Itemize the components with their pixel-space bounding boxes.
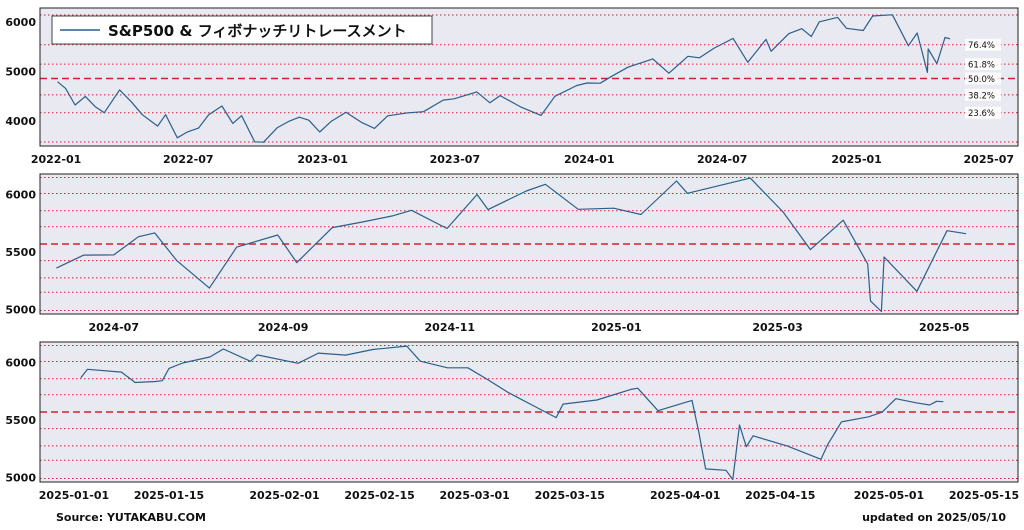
x-tick-label-1: 2022-07	[163, 153, 214, 166]
y-tick-label-2: 6000	[5, 189, 36, 202]
x-tick-label-4: 2025-03	[752, 321, 803, 334]
x-tick-label-5: 2025-05	[919, 321, 970, 334]
y-tick-label-2: 6000	[5, 357, 36, 370]
x-tick-label-7: 2025-04-15	[745, 489, 815, 502]
plot-frame	[39, 173, 1019, 315]
x-tick-label-2: 2023-01	[297, 153, 348, 166]
plot-frame	[39, 7, 1019, 147]
series-line-0	[56, 177, 967, 313]
source-label: Source: YUTAKABU.COM	[56, 511, 206, 524]
fib-label-bg-2	[965, 88, 1001, 101]
series-line-0	[57, 14, 951, 143]
y-tick-label-1: 5000	[5, 66, 36, 79]
x-tick-label-5: 2024-07	[697, 153, 748, 166]
x-tick-label-4: 2025-03-01	[439, 489, 509, 502]
fib-label-bg-4	[965, 58, 1001, 71]
x-tick-label-7: 2025-07	[964, 153, 1015, 166]
y-tick-label-0: 5000	[5, 471, 36, 484]
legend: S&P500 & フィボナッチリトレースメント	[51, 15, 433, 45]
x-tick-label-0: 2024-07	[89, 321, 140, 334]
x-tick-label-4: 2024-01	[564, 153, 615, 166]
legend-box	[51, 15, 433, 45]
fib-label-3: 50.0%	[968, 75, 995, 85]
fib-label-5: 76.4%	[968, 41, 995, 51]
y-tick-label-2: 6000	[5, 16, 36, 29]
y-tick-label-1: 5500	[5, 246, 36, 259]
fib-label-bg-1	[965, 106, 1001, 119]
fib-label-1: 23.6%	[968, 109, 995, 119]
x-tick-label-9: 2025-05-15	[949, 489, 1019, 502]
updated-label: updated on 2025/05/10	[862, 511, 1006, 524]
chart-panel-since-2025-01: 5000 5500 6000 2025-01-01 2025-01-15 2025-02-…	[5, 341, 1019, 502]
x-tick-label-1: 2024-09	[258, 321, 309, 334]
legend-label: S&P500 & フィボナッチリトレースメント	[108, 22, 407, 40]
fib-label-4: 61.8%	[968, 61, 995, 71]
chart-panel-long-term: 23.6% 38.2% 50.0% 61.8% 76.4% 4000 5000 6000 202…	[5, 7, 1019, 166]
x-tick-label-5: 2025-03-15	[535, 489, 605, 502]
x-tick-label-0: 2022-01	[31, 153, 82, 166]
x-tick-label-6: 2025-01	[831, 153, 882, 166]
fib-label-bg-5	[965, 38, 1001, 51]
x-tick-label-1: 2025-01-15	[134, 489, 204, 502]
x-tick-label-8: 2025-05-01	[854, 489, 924, 502]
x-tick-label-6: 2025-04-01	[650, 489, 720, 502]
chart-panel-since-2024-06: 5000 5500 6000 2024-07 2024-09 2024-11 2025-01…	[5, 173, 1019, 334]
y-tick-label-1: 5500	[5, 414, 36, 427]
fib-label-2: 38.2%	[968, 91, 995, 101]
y-tick-label-0: 4000	[5, 115, 36, 128]
x-tick-label-2: 2024-11	[425, 321, 476, 334]
fib-label-bg-3	[965, 72, 1001, 85]
y-tick-label-0: 5000	[5, 303, 36, 316]
x-tick-label-3: 2025-01	[591, 321, 642, 334]
x-tick-label-3: 2023-07	[430, 153, 481, 166]
plot-frame	[39, 341, 1019, 483]
series-line-0	[80, 345, 944, 481]
x-tick-label-0: 2025-01-01	[39, 489, 109, 502]
x-tick-label-3: 2025-02-15	[344, 489, 414, 502]
x-tick-label-2: 2025-02-01	[249, 489, 319, 502]
